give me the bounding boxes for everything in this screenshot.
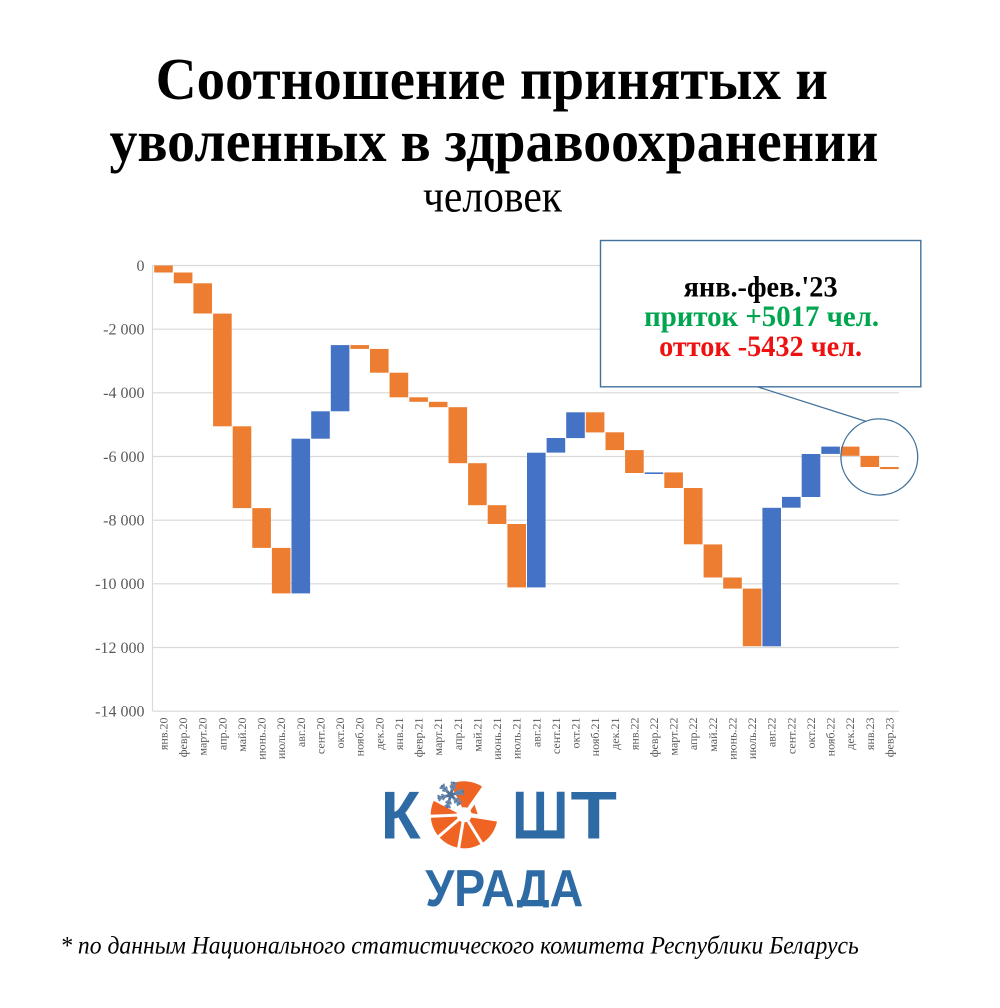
svg-text:июнь.22: июнь.22 bbox=[726, 718, 740, 760]
svg-text:0: 0 bbox=[137, 258, 145, 275]
svg-text:Ш: Ш bbox=[512, 778, 568, 854]
svg-text:апр.21: апр.21 bbox=[451, 718, 465, 751]
svg-text:дек.22: дек.22 bbox=[843, 718, 857, 750]
svg-text:июнь.20: июнь.20 bbox=[255, 718, 269, 760]
svg-text:февр.21: февр.21 bbox=[412, 718, 426, 758]
svg-text:приток +5017 чел.: приток +5017 чел. bbox=[644, 300, 879, 333]
svg-text:янв.23: янв.23 bbox=[863, 718, 877, 751]
svg-text:авг.22: авг.22 bbox=[765, 718, 779, 748]
svg-text:май.22: май.22 bbox=[706, 718, 720, 752]
svg-text:апр.22: апр.22 bbox=[686, 718, 700, 751]
svg-text:-14 000: -14 000 bbox=[95, 704, 144, 721]
svg-text:июнь.21: июнь.21 bbox=[490, 718, 504, 760]
svg-text:окт.21: окт.21 bbox=[569, 718, 583, 749]
svg-text:дек.21: дек.21 bbox=[608, 718, 622, 750]
svg-text:апр.20: апр.20 bbox=[215, 718, 229, 751]
svg-text:март.21: март.21 bbox=[431, 718, 445, 756]
svg-text:февр.23: февр.23 bbox=[882, 718, 896, 758]
svg-text:Соотношение принятых и: Соотношение принятых и bbox=[156, 46, 828, 112]
svg-text:май.20: май.20 bbox=[235, 718, 249, 752]
svg-text:февр.20: февр.20 bbox=[176, 718, 190, 758]
svg-text:май.21: май.21 bbox=[470, 718, 484, 752]
svg-text:окт.20: окт.20 bbox=[333, 718, 347, 749]
svg-text:сент.21: сент.21 bbox=[549, 718, 563, 755]
svg-text:нояб.20: нояб.20 bbox=[353, 718, 367, 757]
svg-text:-4 000: -4 000 bbox=[103, 385, 144, 402]
svg-text:авг.21: авг.21 bbox=[529, 718, 543, 748]
svg-text:К: К bbox=[381, 778, 421, 854]
svg-text:сент.20: сент.20 bbox=[314, 718, 328, 755]
svg-text:-10 000: -10 000 bbox=[95, 576, 144, 593]
svg-text:июль.20: июль.20 bbox=[274, 718, 288, 760]
svg-text:авг.20: авг.20 bbox=[294, 718, 308, 748]
svg-text:янв.22: янв.22 bbox=[627, 718, 641, 751]
svg-text:янв.20: янв.20 bbox=[157, 718, 171, 751]
svg-text:июль.22: июль.22 bbox=[745, 718, 759, 760]
svg-text:июль.21: июль.21 bbox=[510, 718, 524, 760]
svg-text:янв.-фев.'23: янв.-фев.'23 bbox=[684, 271, 838, 304]
svg-text:Т: Т bbox=[571, 778, 618, 854]
svg-text:окт.22: окт.22 bbox=[804, 718, 818, 749]
svg-text:дек.20: дек.20 bbox=[372, 718, 386, 750]
svg-text:-6 000: -6 000 bbox=[103, 449, 144, 466]
svg-text:март.22: март.22 bbox=[667, 718, 681, 756]
svg-text:* по данным Национального стат: * по данным Национального статистическог… bbox=[60, 933, 859, 960]
svg-text:сент.22: сент.22 bbox=[784, 718, 798, 755]
svg-text:-12 000: -12 000 bbox=[95, 640, 144, 657]
svg-text:отток -5432 чел.: отток -5432 чел. bbox=[659, 330, 862, 363]
svg-text:март.20: март.20 bbox=[196, 718, 210, 756]
svg-text:нояб.21: нояб.21 bbox=[588, 718, 602, 757]
svg-text:-8 000: -8 000 bbox=[103, 513, 144, 530]
svg-text:человек: человек bbox=[423, 172, 562, 222]
svg-text:янв.21: янв.21 bbox=[392, 718, 406, 751]
svg-text:февр.22: февр.22 bbox=[647, 718, 661, 758]
svg-text:-2 000: -2 000 bbox=[103, 322, 144, 339]
svg-text:уволенных в здравоохранении: уволенных в здравоохранении bbox=[109, 108, 878, 174]
svg-text:нояб.22: нояб.22 bbox=[824, 718, 838, 757]
